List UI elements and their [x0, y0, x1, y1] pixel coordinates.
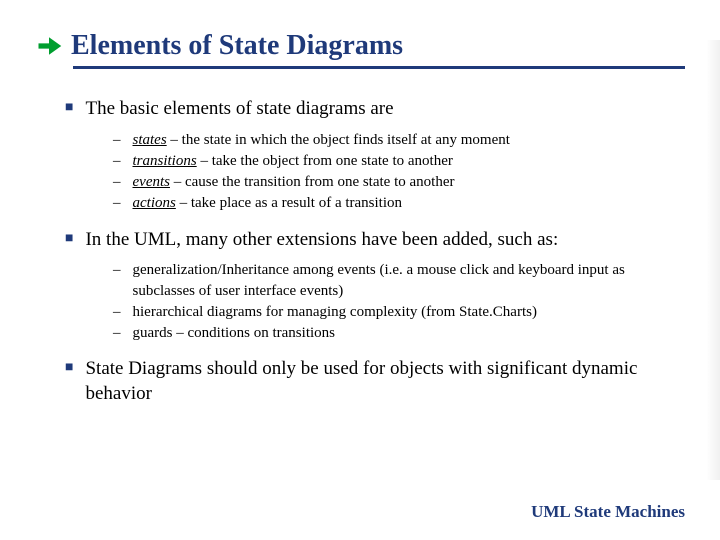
- term: states: [133, 132, 167, 148]
- sub-bullet: – guards – conditions on transitions: [113, 323, 675, 343]
- sub-bullet: – transitions – take the object from one…: [113, 151, 675, 171]
- sub-text: guards – conditions on transitions: [133, 323, 676, 343]
- dash-icon: –: [113, 323, 121, 343]
- footer-text: UML State Machines: [531, 502, 685, 522]
- title-row: Elements of State Diagrams: [35, 30, 685, 62]
- term-rest: – take place as a result of a transition: [176, 195, 402, 211]
- title-underline: [73, 66, 685, 69]
- square-bullet-icon: ■: [65, 232, 73, 246]
- term-rest: – the state in which the object finds it…: [167, 132, 510, 148]
- term-rest: – cause the transition from one state to…: [170, 174, 455, 190]
- square-bullet-icon: ■: [65, 361, 73, 375]
- term-rest: – take the object from one state to anot…: [197, 153, 453, 169]
- arrow-right-icon: [35, 32, 63, 60]
- dash-icon: –: [113, 193, 121, 213]
- sublist-1: – states – the state in which the object…: [113, 130, 675, 214]
- sub-text: states – the state in which the object f…: [133, 130, 676, 150]
- sub-bullet: – states – the state in which the object…: [113, 130, 675, 150]
- right-shadow: [706, 40, 720, 480]
- sub-text: hierarchical diagrams for managing compl…: [133, 302, 676, 322]
- sub-text: generalization/Inheritance among events …: [133, 260, 676, 301]
- content-area: ■ The basic elements of state diagrams a…: [35, 97, 685, 407]
- dash-icon: –: [113, 172, 121, 192]
- sub-text: transitions – take the object from one s…: [133, 151, 676, 171]
- dash-icon: –: [113, 302, 121, 322]
- term: transitions: [133, 153, 197, 169]
- square-bullet-icon: ■: [65, 101, 73, 115]
- sub-bullet: – generalization/Inheritance among event…: [113, 260, 675, 301]
- sub-bullet: – actions – take place as a result of a …: [113, 193, 675, 213]
- sublist-2: – generalization/Inheritance among event…: [113, 260, 675, 343]
- slide-title: Elements of State Diagrams: [71, 30, 403, 62]
- bullet-text: State Diagrams should only be used for o…: [85, 357, 675, 406]
- bullet-main-2: ■ In the UML, many other extensions have…: [65, 228, 675, 253]
- sub-bullet: – hierarchical diagrams for managing com…: [113, 302, 675, 322]
- dash-icon: –: [113, 130, 121, 150]
- sub-bullet: – events – cause the transition from one…: [113, 172, 675, 192]
- term: events: [133, 174, 170, 190]
- sub-text: actions – take place as a result of a tr…: [133, 193, 676, 213]
- bullet-main-3: ■ State Diagrams should only be used for…: [65, 357, 675, 406]
- bullet-text: The basic elements of state diagrams are: [85, 97, 675, 122]
- term: actions: [133, 195, 176, 211]
- sub-text: events – cause the transition from one s…: [133, 172, 676, 192]
- bullet-text: In the UML, many other extensions have b…: [85, 228, 675, 253]
- slide: Elements of State Diagrams ■ The basic e…: [0, 0, 720, 540]
- dash-icon: –: [113, 260, 121, 280]
- bullet-main-1: ■ The basic elements of state diagrams a…: [65, 97, 675, 122]
- dash-icon: –: [113, 151, 121, 171]
